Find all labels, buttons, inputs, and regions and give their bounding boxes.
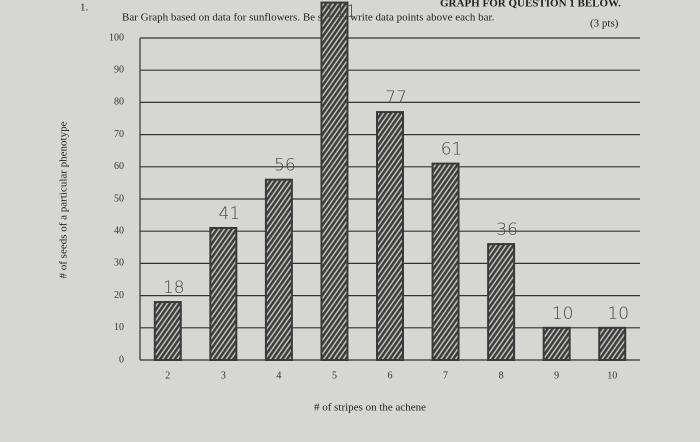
x-tick-label: 3 <box>221 370 226 381</box>
value-label: 10 <box>552 304 574 324</box>
x-tick-label: 10 <box>607 370 617 381</box>
y-tick-label: 60 <box>114 161 124 172</box>
bar <box>320 1 349 362</box>
y-tick-label: 50 <box>114 193 124 204</box>
x-tick-label: 8 <box>499 370 504 381</box>
y-tick-label: 40 <box>114 225 124 236</box>
x-tick-label: 9 <box>554 370 559 381</box>
x-tick-label: 2 <box>165 370 170 381</box>
points: (3 pts) <box>590 18 619 30</box>
value-label: 18 <box>163 278 185 298</box>
value-label: 10 <box>607 304 629 324</box>
y-tick-label: 100 <box>109 32 124 43</box>
x-tick-label: 4 <box>276 370 281 381</box>
bar <box>598 326 627 361</box>
heading: GRAPH FOR QUESTION 1 BELOW. <box>440 0 621 10</box>
x-tick-label: 7 <box>443 370 448 381</box>
y-tick-label: 10 <box>114 322 124 333</box>
y-tick-label: 80 <box>114 97 124 108</box>
value-label: 41 <box>219 204 241 224</box>
value-label: 61 <box>441 140 463 160</box>
bar <box>431 162 460 361</box>
y-tick-label: 30 <box>114 258 124 269</box>
bar <box>209 226 238 361</box>
y-tick-label: 70 <box>114 129 124 140</box>
value-label: 36 <box>496 220 518 240</box>
value-label: 77 <box>385 88 407 108</box>
x-axis-label: # of stripes on the achene <box>314 402 426 414</box>
value-label: 111 <box>324 2 356 22</box>
y-tick-label: 0 <box>119 354 124 365</box>
bar <box>376 111 404 361</box>
bar <box>487 243 516 361</box>
y-tick-label: 20 <box>114 290 124 301</box>
bar <box>153 301 182 362</box>
y-axis-label: # of seeds of a particular phenotype <box>58 121 70 278</box>
bar <box>542 326 571 361</box>
chart-title: Bar Graph based on data for sunflowers. … <box>122 12 495 24</box>
x-tick-label: 6 <box>388 370 393 381</box>
bar <box>264 178 293 361</box>
value-label: 56 <box>274 156 296 176</box>
x-tick-label: 5 <box>332 370 337 381</box>
y-tick-label: 90 <box>114 64 124 75</box>
question-number: 1. <box>80 2 89 14</box>
